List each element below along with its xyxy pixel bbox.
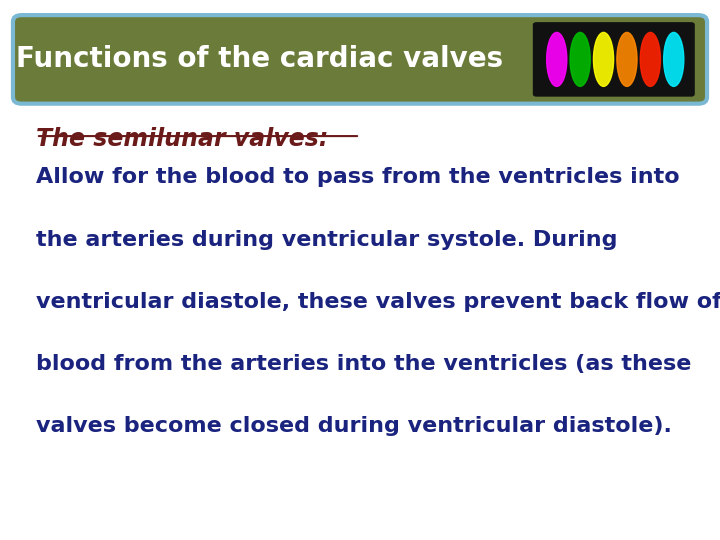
Text: valves become closed during ventricular diastole).: valves become closed during ventricular … xyxy=(36,416,672,436)
Ellipse shape xyxy=(593,32,613,86)
Ellipse shape xyxy=(664,32,684,86)
Ellipse shape xyxy=(640,32,660,86)
Ellipse shape xyxy=(546,32,567,86)
Text: the arteries during ventricular systole. During: the arteries during ventricular systole.… xyxy=(36,230,618,249)
FancyBboxPatch shape xyxy=(13,15,707,104)
Text: blood from the arteries into the ventricles (as these: blood from the arteries into the ventric… xyxy=(36,354,691,374)
Text: Allow for the blood to pass from the ventricles into: Allow for the blood to pass from the ven… xyxy=(36,167,680,187)
Text: Functions of the cardiac valves: Functions of the cardiac valves xyxy=(16,45,503,73)
Text: The semilunar valves:: The semilunar valves: xyxy=(36,127,328,151)
Ellipse shape xyxy=(617,32,637,86)
FancyBboxPatch shape xyxy=(533,22,695,97)
Ellipse shape xyxy=(570,32,590,86)
Text: ventricular diastole, these valves prevent back flow of: ventricular diastole, these valves preve… xyxy=(36,292,720,312)
